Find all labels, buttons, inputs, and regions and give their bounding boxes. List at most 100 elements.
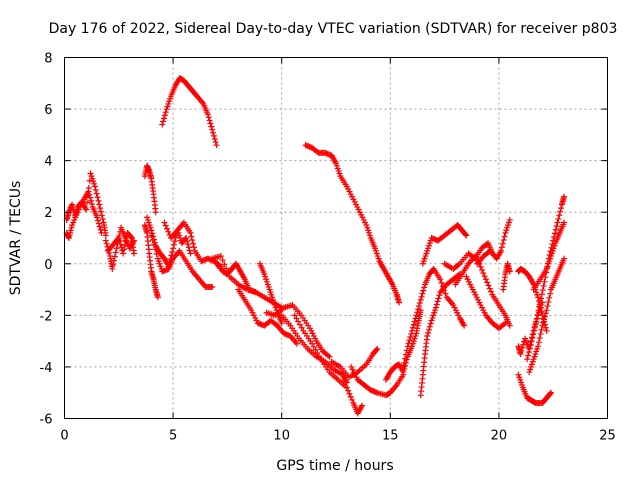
y-axis-label: SDTVAR / TECUs bbox=[8, 181, 24, 296]
data-point bbox=[402, 351, 409, 358]
data-series-trace-ag bbox=[515, 371, 555, 407]
data-point bbox=[111, 253, 118, 260]
data-point bbox=[150, 241, 157, 248]
data-point bbox=[488, 288, 495, 295]
data-point bbox=[96, 201, 103, 208]
data-point bbox=[95, 220, 102, 227]
data-point bbox=[94, 194, 101, 201]
data-point bbox=[223, 265, 230, 272]
data-point bbox=[561, 193, 568, 200]
data-point bbox=[83, 206, 90, 213]
data-point bbox=[85, 188, 92, 195]
data-point bbox=[148, 232, 155, 239]
data-point bbox=[462, 231, 469, 238]
data-point bbox=[87, 194, 94, 201]
data-point bbox=[461, 322, 468, 329]
data-point bbox=[486, 285, 493, 292]
data-point bbox=[187, 229, 194, 236]
data-point bbox=[359, 402, 366, 409]
data-series-trace-z bbox=[441, 240, 496, 272]
data-point bbox=[548, 389, 555, 396]
data-series-trace-b bbox=[63, 188, 105, 241]
data-point bbox=[171, 238, 178, 245]
x-tick-label: 5 bbox=[169, 429, 177, 444]
data-point bbox=[110, 261, 117, 268]
y-tick-label: -2 bbox=[40, 309, 53, 324]
data-point bbox=[148, 227, 155, 234]
data-series-trace-aa bbox=[452, 253, 513, 329]
data-point bbox=[314, 350, 321, 357]
data-point bbox=[540, 319, 547, 326]
data-point bbox=[293, 315, 300, 322]
data-point bbox=[310, 343, 317, 350]
data-point bbox=[293, 340, 300, 347]
data-point bbox=[480, 270, 487, 277]
data-point bbox=[164, 225, 171, 232]
data-point bbox=[325, 352, 332, 359]
data-point bbox=[535, 339, 542, 346]
data-point bbox=[102, 237, 109, 244]
data-point bbox=[86, 191, 93, 198]
data-point bbox=[433, 301, 440, 308]
data-point bbox=[530, 330, 537, 337]
data-series-trace-v bbox=[400, 265, 437, 370]
data-series-trace-r bbox=[328, 345, 381, 381]
data-point bbox=[417, 307, 424, 314]
data-point bbox=[219, 257, 226, 264]
data-point bbox=[221, 261, 228, 268]
data-point bbox=[519, 344, 526, 351]
data-point bbox=[558, 205, 565, 212]
data-series-trace-q bbox=[291, 312, 366, 417]
data-point bbox=[413, 312, 420, 319]
data-point bbox=[484, 279, 491, 286]
data-series-trace-y bbox=[430, 265, 468, 329]
y-tick-label: 4 bbox=[44, 155, 52, 170]
data-point bbox=[316, 353, 323, 360]
data-point bbox=[409, 324, 416, 331]
data-point bbox=[436, 292, 443, 299]
x-tick-label: 10 bbox=[273, 429, 290, 444]
data-point bbox=[291, 312, 298, 319]
data-point bbox=[408, 330, 415, 337]
data-point bbox=[407, 334, 414, 341]
data-point bbox=[209, 283, 216, 290]
data-point bbox=[418, 293, 425, 300]
data-point bbox=[554, 219, 561, 226]
data-point bbox=[160, 115, 167, 122]
data-point bbox=[210, 132, 217, 139]
x-tick-label: 0 bbox=[60, 429, 68, 444]
axis-ticks: 0 5 10 15 20 25 -6 -4 -2 0 2 4 6 8 bbox=[40, 52, 616, 444]
data-point bbox=[395, 299, 402, 306]
data-point bbox=[165, 228, 172, 235]
x-axis-label: GPS time / hours bbox=[276, 458, 393, 474]
data-point bbox=[97, 226, 104, 233]
data-series-trace-ai bbox=[526, 255, 568, 376]
data-point bbox=[421, 284, 428, 291]
data-point bbox=[187, 250, 194, 257]
data-point bbox=[424, 332, 431, 339]
data-point bbox=[161, 219, 168, 226]
data-point bbox=[539, 322, 546, 329]
data-point bbox=[506, 268, 513, 275]
data-series-trace-e bbox=[141, 162, 159, 216]
data-point bbox=[442, 290, 449, 297]
data-point bbox=[217, 253, 224, 260]
data-point bbox=[417, 296, 424, 303]
data-point bbox=[402, 355, 409, 362]
data-point bbox=[211, 135, 218, 142]
data-point bbox=[170, 245, 177, 252]
data-point bbox=[109, 265, 116, 272]
data-point bbox=[207, 120, 214, 127]
data-point bbox=[188, 233, 195, 240]
data-point bbox=[499, 240, 506, 247]
data-point bbox=[374, 345, 381, 352]
data-point bbox=[557, 208, 564, 215]
data-point bbox=[541, 278, 548, 285]
data-point bbox=[441, 287, 448, 294]
data-point bbox=[98, 229, 105, 236]
data-point bbox=[154, 294, 161, 301]
data-point bbox=[543, 307, 550, 314]
data-point bbox=[544, 303, 551, 310]
